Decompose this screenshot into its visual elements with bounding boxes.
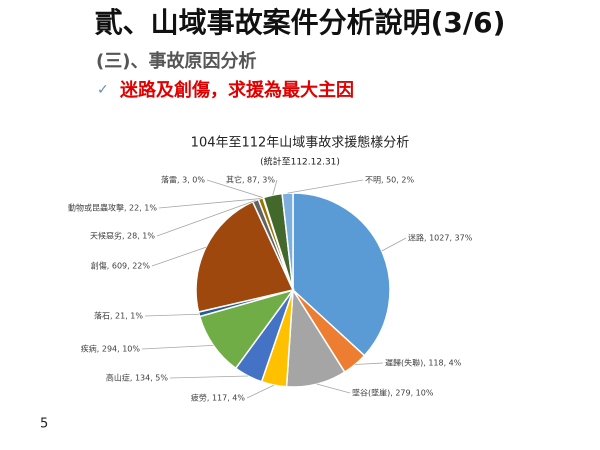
- leader-line: [169, 375, 249, 379]
- data-label: 疾病, 294, 10%: [81, 344, 141, 354]
- data-label: 創傷, 609, 22%: [91, 261, 151, 271]
- leader-line: [206, 179, 264, 199]
- leader-line: [144, 313, 200, 317]
- data-label: 墜谷(墜崖), 279, 10%: [352, 388, 434, 398]
- data-label: 高山症, 134, 5%: [106, 373, 169, 383]
- leader-line: [156, 200, 256, 237]
- pie-slice: [195, 200, 295, 313]
- leader-line: [381, 237, 407, 252]
- data-label: 遲歸(失聯), 118, 4%: [385, 358, 462, 368]
- leader-line: [141, 344, 214, 350]
- bullet-icon: ✓: [97, 82, 109, 98]
- leader-line: [355, 362, 384, 365]
- data-label: 疲勞, 117, 4%: [191, 393, 246, 403]
- leader-line: [287, 179, 364, 194]
- data-label: 不明, 50, 2%: [365, 176, 414, 185]
- data-label: 落石, 21, 1%: [94, 311, 143, 321]
- slide-title: 貳、山域事故案件分析說明(3/6): [95, 6, 506, 39]
- data-label: 其它, 87, 3%: [226, 175, 275, 185]
- leader-line: [246, 384, 275, 399]
- data-label: 迷路, 1027, 37%: [408, 233, 473, 243]
- chart-subtitle: (統計至112.12.31): [260, 156, 340, 168]
- leader-line: [272, 179, 278, 196]
- subheading: (三)、事故原因分析: [96, 50, 256, 72]
- bullet-text: 迷路及創傷，求援為最大主因: [119, 79, 354, 101]
- data-label: 動物或昆蟲攻擊, 22, 1%: [68, 203, 157, 213]
- data-label: 天候惡劣, 28, 1%: [90, 231, 155, 241]
- leader-line: [158, 198, 261, 209]
- chart-title: 104年至112年山域事故求援態樣分析: [191, 135, 410, 151]
- leader-line: [151, 246, 207, 267]
- page-number: 5: [40, 417, 48, 432]
- leader-line: [316, 383, 351, 394]
- data-label: 落雷, 3, 0%: [161, 175, 205, 185]
